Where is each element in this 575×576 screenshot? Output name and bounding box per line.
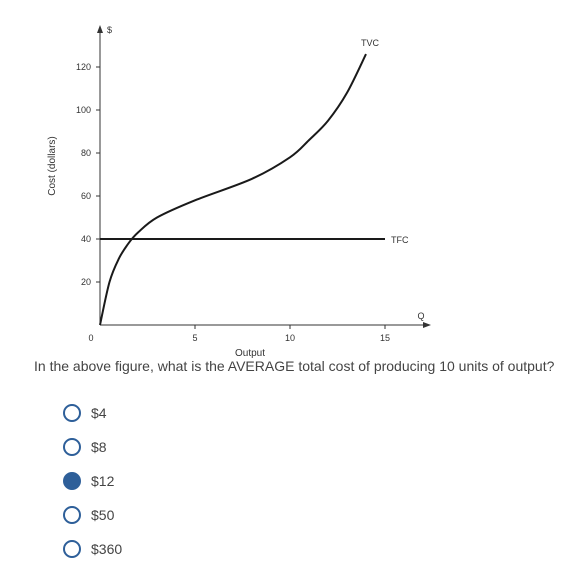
question-text: In the above figure, what is the AVERAGE… (34, 358, 555, 374)
radio-button[interactable] (63, 438, 81, 456)
option-label: $50 (91, 507, 115, 523)
y-axis-title: Cost (dollars) (47, 136, 58, 195)
y-tick-label: 20 (81, 277, 91, 287)
x-tick-label: 15 (380, 333, 390, 343)
radio-button[interactable] (63, 404, 81, 422)
series-label-tfc: TFC (391, 235, 409, 245)
radio-button[interactable] (63, 472, 81, 490)
y-axis-arrow-icon (97, 25, 103, 33)
option-360-dollars[interactable]: $360 (60, 532, 122, 566)
y-axis-unit-label: $ (107, 25, 112, 35)
y-tick-label: 40 (81, 234, 91, 244)
x-tick-label: 10 (285, 333, 295, 343)
answer-options: $4 $8 $12 $50 $360 (60, 396, 122, 566)
radio-button[interactable] (63, 506, 81, 524)
radio-button[interactable] (63, 540, 81, 558)
option-50-dollars[interactable]: $50 (60, 498, 122, 532)
option-label: $8 (91, 439, 107, 455)
y-tick-label: 60 (81, 191, 91, 201)
x-tick-label: 5 (192, 333, 197, 343)
option-label: $4 (91, 405, 107, 421)
x-axis-arrow-icon (423, 322, 431, 328)
cost-chart: 20 40 60 80 100 120 0 5 10 15 TVC TFC $ Cost (dolla… (47, 25, 431, 359)
series-label-tvc: TVC (361, 38, 380, 48)
chart-plot-area: 20 40 60 80 100 120 0 5 10 15 TVC TFC (76, 25, 431, 343)
option-label: $12 (91, 473, 115, 489)
option-12-dollars[interactable]: $12 (60, 464, 122, 498)
option-4-dollars[interactable]: $4 (60, 396, 122, 430)
option-8-dollars[interactable]: $8 (60, 430, 122, 464)
option-label: $360 (91, 541, 123, 557)
y-tick-label: 80 (81, 148, 91, 158)
y-tick-label: 100 (76, 105, 91, 115)
x-axis-title: Output (235, 348, 265, 359)
series-line-tvc (99, 53, 367, 326)
x-axis-end-label: Q (417, 311, 424, 321)
x-tick-label: 0 (88, 333, 93, 343)
y-tick-label: 120 (76, 62, 91, 72)
